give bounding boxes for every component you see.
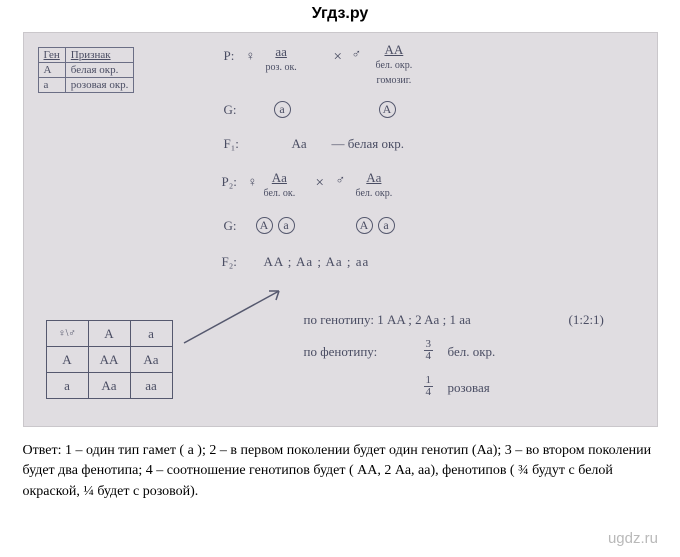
p2-label: P₂: (222, 175, 237, 189)
by-genotype-label: по генотипу: 1 AA ; 2 Aa ; 1 aa (304, 313, 471, 327)
genotype-ratios: 1 AA ; 2 Aa ; 1 aa (377, 312, 471, 327)
cross-times-2: × (316, 175, 324, 192)
g2-a1: a (278, 217, 295, 234)
punnett-aa: aa (130, 373, 172, 399)
cross-times: × (334, 49, 342, 66)
allele-a: a (38, 78, 65, 93)
punnett-corner: ♀\♂ (46, 321, 88, 347)
g2-a2: a (378, 217, 395, 234)
g2-A1: A (256, 217, 273, 234)
g2-label: G: (224, 219, 237, 233)
p2-father: Aa бел. окр. (356, 171, 393, 200)
trait-a: розовая окр. (65, 78, 134, 93)
g2-A2: A (356, 217, 373, 234)
pheno-frac-1: 34 (424, 339, 434, 362)
p-mom-geno: aa (275, 44, 287, 59)
f2-label: F₂: (222, 255, 237, 269)
male-symbol-2: ♂ (336, 173, 346, 187)
watermark: ugdz.ru (608, 530, 658, 547)
p2-mother: Aa бел. ок. (264, 171, 296, 200)
ratio-paren: (1:2:1) (569, 313, 604, 327)
site-header: Угдз.ру (0, 0, 680, 28)
col-trait: Признак (65, 48, 134, 63)
genotype-label-text: по генотипу: (304, 312, 374, 327)
p-label: P: (224, 49, 235, 63)
f2-list: AA ; Aa ; Aa ; aa (264, 255, 370, 269)
p-mom-pheno: роз. ок. (266, 62, 297, 73)
site-title: Угдз.ру (312, 5, 369, 22)
p-dad-pheno1: бел. окр. (376, 60, 413, 71)
male-symbol: ♂ (352, 47, 362, 61)
gamete-A: A (379, 101, 396, 118)
allele-A: A (38, 63, 65, 78)
p2-mom-pheno: бел. ок. (264, 188, 296, 199)
gamete-a: a (274, 101, 291, 118)
punnett-row-A: A (46, 347, 88, 373)
female-symbol-2: ♀ (248, 175, 258, 189)
punnett-col-a: a (130, 321, 172, 347)
p2-dad-geno: Aa (366, 170, 381, 185)
female-symbol: ♀ (246, 49, 256, 63)
col-gene: Ген (38, 48, 65, 63)
p-dad-pheno2: гомозиг. (376, 75, 411, 86)
pheno-frac-2: 14 (424, 375, 434, 398)
punnett-row-a: a (46, 373, 88, 399)
by-phenotype-label: по фенотипу: (304, 345, 378, 359)
pheno-pink: розовая (448, 381, 490, 395)
p2-mom-geno: Aa (272, 170, 287, 185)
punnett-col-A: A (88, 321, 130, 347)
arrow-icon (179, 283, 299, 353)
p-mother: aa роз. ок. (266, 45, 297, 74)
f1-label: F₁: (224, 137, 239, 151)
punnett-AA: AA (88, 347, 130, 373)
p-dad-geno: AA (384, 42, 403, 57)
f1-note: — белая окр. (332, 137, 405, 151)
answer-text-content: Ответ: 1 – один тип гамет ( а ); 2 – в п… (23, 443, 652, 499)
g-label: G: (224, 103, 237, 117)
handwritten-solution-photo: Ген Признак A белая окр. a розовая окр. … (23, 32, 658, 427)
pheno-white: бел. окр. (448, 345, 496, 359)
gene-key-table: Ген Признак A белая окр. a розовая окр. (38, 47, 135, 93)
p2-dad-pheno: бел. окр. (356, 188, 393, 199)
answer-paragraph: Ответ: 1 – один тип гамет ( а ); 2 – в п… (23, 441, 658, 502)
trait-A: белая окр. (65, 63, 134, 78)
p-father: AA бел. окр. гомозиг. (376, 43, 413, 86)
punnett-square: ♀\♂ A a A AA Aa a Aa aa (46, 320, 173, 399)
punnett-Aa1: Aa (130, 347, 172, 373)
punnett-Aa2: Aa (88, 373, 130, 399)
f1-geno: Aa (292, 137, 307, 151)
